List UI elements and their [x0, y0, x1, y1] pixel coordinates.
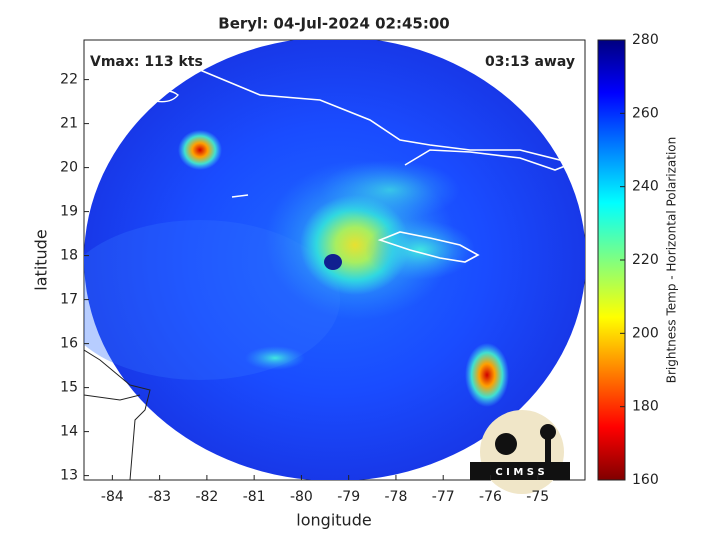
x-axis-label: longitude: [296, 511, 371, 530]
y-tick-label: 15: [60, 380, 78, 396]
x-tick-label: -84: [101, 489, 124, 505]
x-tick-label: -79: [337, 489, 360, 505]
annotation: 03:13 away: [485, 54, 575, 70]
satellite-image: [84, 40, 585, 480]
colorbar-tick-label: 260: [632, 105, 659, 121]
annotation: Vmax: 113 kts: [90, 54, 203, 70]
x-tick-label: -75: [526, 489, 549, 505]
colorbar-tick-label: 180: [632, 399, 659, 415]
colorbar-tick-label: 200: [632, 325, 659, 341]
y-tick-label: 16: [60, 336, 78, 352]
y-tick-label: 22: [60, 72, 78, 88]
chart-title: Beryl: 04-Jul-2024 02:45:00: [218, 15, 449, 33]
x-tick-label: -83: [148, 489, 171, 505]
x-tick-label: -82: [195, 489, 218, 505]
y-tick-label: 13: [60, 468, 78, 484]
colorbar-label: Brightness Temp - Horizontal Polarizatio…: [665, 137, 679, 384]
x-tick-label: -81: [243, 489, 266, 505]
x-tick-label: -76: [479, 489, 502, 505]
colorbar-tick-label: 280: [632, 32, 659, 48]
colorbar-tick-label: 220: [632, 252, 659, 268]
logo-text: C I M S S: [495, 467, 544, 478]
y-tick-label: 17: [60, 292, 78, 308]
y-tick-label: 21: [60, 116, 78, 132]
y-tick-label: 19: [60, 204, 78, 220]
y-tick-label: 20: [60, 160, 78, 176]
x-tick-label: -78: [385, 489, 408, 505]
y-tick-label: 14: [60, 424, 78, 440]
y-axis-label: latitude: [32, 229, 51, 290]
colorbar-tick-label: 160: [632, 472, 659, 488]
y-tick-label: 18: [60, 248, 78, 264]
x-tick-label: -77: [432, 489, 455, 505]
colorbar-tick-label: 240: [632, 179, 659, 195]
cimss-logo: C I M S S: [470, 410, 570, 494]
x-tick-label: -80: [290, 489, 313, 505]
